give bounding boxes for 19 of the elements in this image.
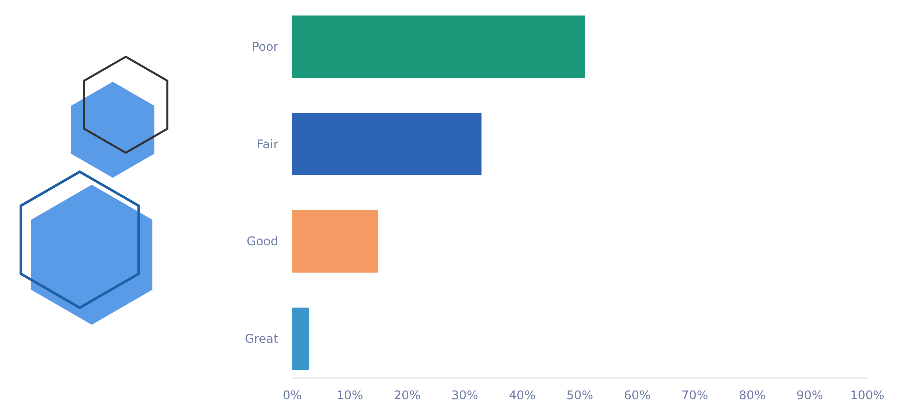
- x-tick-label: 70%: [682, 388, 708, 402]
- bar: [292, 210, 378, 273]
- y-tick-label: Fair: [257, 137, 279, 152]
- bar: [292, 308, 310, 370]
- x-tick-label: 100%: [850, 388, 885, 402]
- x-tick-label: 30%: [452, 388, 478, 402]
- x-tick-label: 40%: [509, 388, 536, 402]
- y-tick-label: Good: [246, 234, 278, 249]
- x-tick-label: 10%: [336, 388, 364, 402]
- x-tick-label: 0%: [282, 388, 302, 402]
- x-tick-label: 20%: [394, 388, 421, 402]
- x-tick-label: 80%: [739, 388, 766, 402]
- x-tick-label: 90%: [796, 388, 824, 402]
- y-tick-label: Poor: [252, 40, 279, 54]
- bar: [292, 113, 482, 176]
- x-tick-label: 50%: [566, 388, 594, 402]
- bar: [292, 16, 586, 78]
- y-tick-label: Great: [245, 332, 279, 346]
- x-tick-label: 60%: [624, 388, 651, 402]
